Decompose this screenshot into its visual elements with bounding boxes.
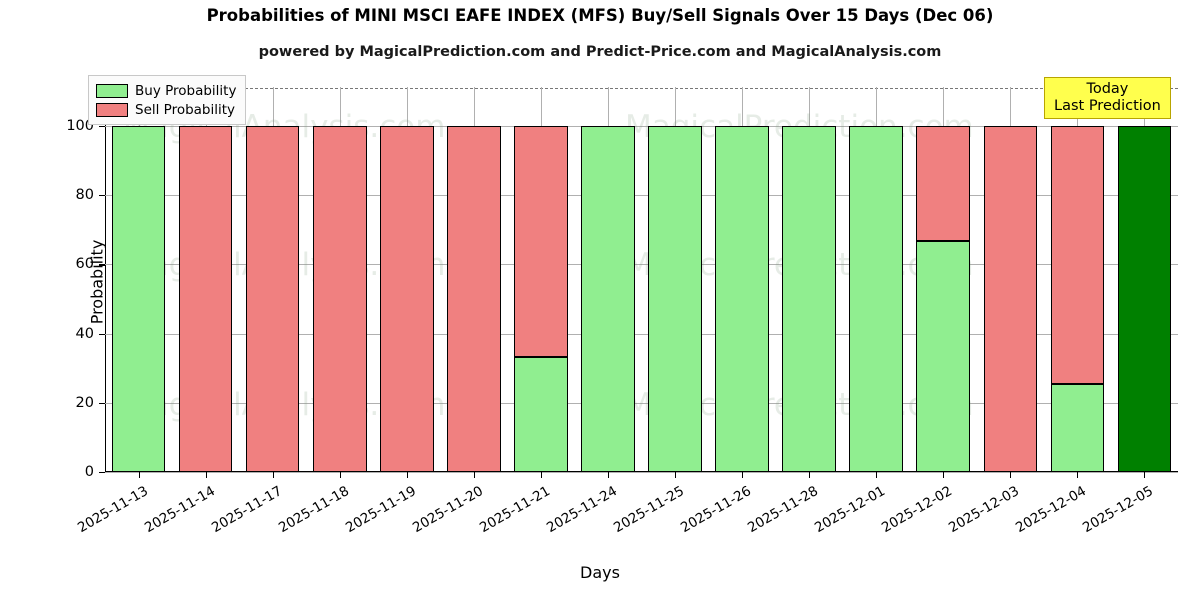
bar-2025-11-21[interactable] — [514, 126, 568, 472]
x-axis-label: Days — [580, 563, 620, 582]
bar-segment-sell — [447, 126, 501, 472]
bar-2025-12-04[interactable] — [1050, 126, 1105, 472]
gridline-horizontal — [105, 126, 1178, 127]
y-axis-tick — [99, 333, 105, 335]
bar-2025-12-03[interactable] — [983, 126, 1038, 472]
bar-segment-buy — [581, 126, 635, 472]
y-axis-tick — [99, 195, 105, 197]
x-axis-tick — [407, 472, 409, 478]
y-axis-tick — [99, 472, 105, 474]
bar-segment-sell — [379, 126, 434, 472]
bar-segment-sell — [245, 126, 300, 472]
gridline-horizontal — [105, 195, 1178, 197]
x-axis-tick — [139, 472, 141, 478]
bar-segment-sell — [178, 126, 233, 472]
y-axis-tick — [99, 264, 105, 266]
bar-segment-buy — [514, 356, 568, 472]
bar-2025-11-19[interactable] — [379, 126, 434, 472]
today-annotation: Today Last Prediction — [1044, 77, 1171, 120]
gridline-horizontal — [105, 402, 1178, 404]
x-axis-tick — [876, 472, 878, 478]
bar-2025-11-24[interactable] — [581, 126, 635, 472]
sell-color-swatch — [96, 102, 128, 117]
bar-segment-buy — [916, 241, 971, 472]
bar-2025-12-02[interactable] — [916, 126, 971, 472]
x-axis-tick — [742, 472, 744, 478]
bar-2025-11-14[interactable] — [178, 126, 233, 472]
x-axis-tick — [943, 472, 945, 478]
y-tick-label: 80 — [75, 187, 94, 204]
bar-2025-11-25[interactable] — [648, 126, 702, 472]
bar-2025-12-05[interactable] — [1117, 126, 1172, 472]
bar-segment-buy — [849, 126, 904, 472]
y-tick-label: 20 — [75, 394, 94, 411]
today-annotation-line1: Today — [1086, 81, 1129, 97]
y-tick-label: 60 — [75, 256, 94, 273]
x-axis-tick — [1077, 472, 1079, 478]
y-axis-tick — [99, 126, 105, 128]
bar-segment-buy — [1050, 384, 1105, 472]
legend-item-buy: Buy Probability — [96, 81, 236, 100]
x-axis-tick — [675, 472, 677, 478]
legend-item-sell: Sell Probability — [96, 100, 236, 119]
x-axis-tick — [541, 472, 543, 478]
bar-segment-sell — [514, 126, 568, 357]
x-axis-tick — [1144, 472, 1146, 478]
reference-dashed-line — [105, 87, 1178, 89]
x-axis-tick — [340, 472, 342, 478]
bar-2025-11-26[interactable] — [715, 126, 769, 472]
y-tick-label: 100 — [66, 118, 94, 134]
chart-legend: Buy Probability Sell Probability — [88, 75, 247, 125]
plot-frame — [105, 87, 1178, 472]
bar-2025-11-28[interactable] — [782, 126, 836, 472]
plot-area: MagicalAnalysis.comMagicalPrediction.com… — [66, 87, 1178, 536]
today-annotation-line2: Last Prediction — [1054, 97, 1161, 114]
bar-segment-sell — [1050, 126, 1105, 385]
x-axis-tick — [474, 472, 476, 478]
bar-segment-sell — [312, 126, 367, 472]
chart-subtitle: powered by MagicalPrediction.com and Pre… — [258, 44, 942, 60]
bar-segment-buy — [715, 126, 769, 472]
bar-2025-11-18[interactable] — [312, 126, 367, 472]
buy-color-swatch — [96, 83, 128, 98]
bar-segment-buy — [111, 126, 166, 472]
y-tick-label: 0 — [84, 464, 94, 480]
bar-segment-buy — [648, 126, 702, 472]
bar-segment-buy — [782, 126, 836, 472]
bar-2025-11-20[interactable] — [447, 126, 501, 472]
legend-label-buy: Buy Probability — [135, 82, 237, 99]
chart-title: Probabilities of MINI MSCI EAFE INDEX (M… — [206, 6, 994, 25]
x-axis-tick — [206, 472, 208, 478]
x-axis-tick — [608, 472, 610, 478]
bar-segment-sell — [916, 126, 971, 242]
gridline-horizontal — [105, 472, 1178, 473]
y-tick-label: 40 — [75, 325, 94, 342]
gridline-horizontal — [105, 333, 1178, 335]
y-axis-tick — [99, 402, 105, 405]
bar-segment-today — [1117, 126, 1172, 472]
bar-2025-12-01[interactable] — [849, 126, 904, 472]
bar-2025-11-13[interactable] — [111, 126, 166, 472]
gridline-horizontal — [105, 264, 1178, 266]
x-axis-tick — [809, 472, 811, 478]
legend-label-sell: Sell Probability — [135, 101, 236, 118]
x-axis-tick — [273, 472, 275, 478]
x-axis-tick — [1010, 472, 1012, 478]
bars-layer — [105, 126, 1178, 472]
bar-2025-11-17[interactable] — [245, 126, 300, 472]
y-axis-label: Probability — [87, 239, 107, 325]
bar-segment-sell — [983, 126, 1038, 472]
